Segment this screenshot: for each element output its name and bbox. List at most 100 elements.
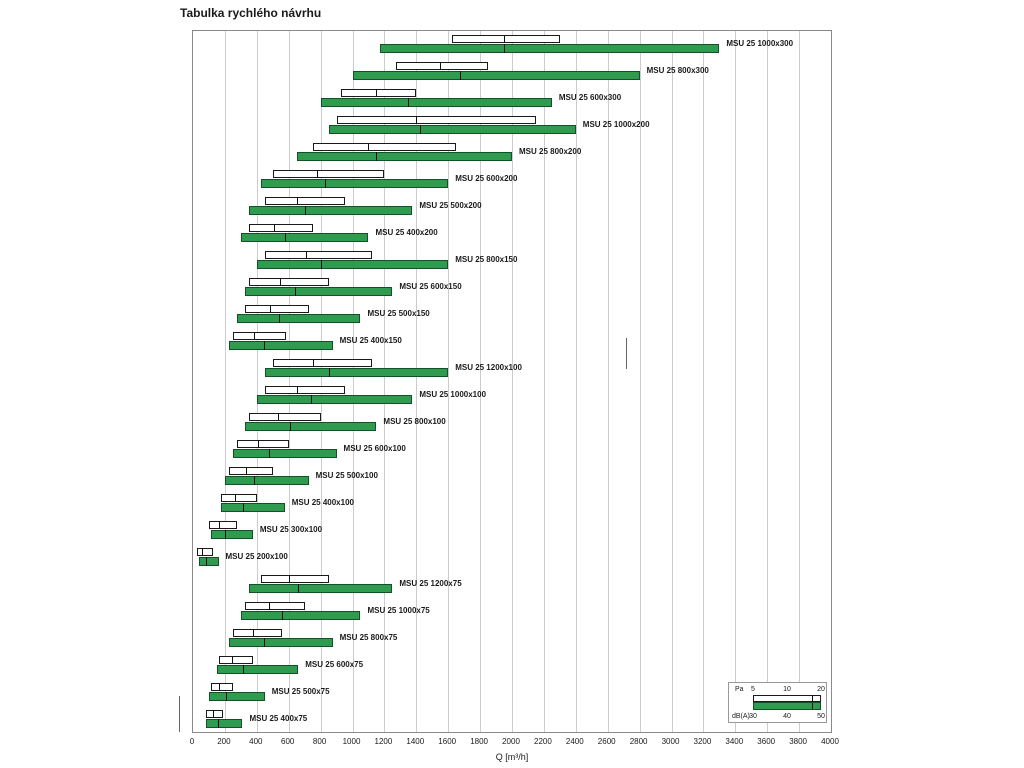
dba-mid-divider [460,71,462,80]
pa-mid-divider [219,683,221,691]
series-label: MSU 25 300x100 [259,525,323,534]
dba-range-bar [244,422,377,431]
series-label: MSU 25 800x200 [519,147,582,156]
series-label: MSU 25 800x100 [383,417,446,426]
legend-dba-label: dB(A) [732,713,750,720]
dba-range-bar [248,206,413,215]
x-tick-label: 4000 [821,737,839,746]
x-tick-label: 2000 [502,737,520,746]
pa-mid-divider [316,170,318,178]
series-label: MSU 25 800x75 [339,633,398,642]
pa-mid-divider [268,602,270,610]
dba-mid-divider [295,287,297,296]
dba-mid-divider [268,449,270,458]
gridline [799,31,801,732]
x-tick-label: 400 [249,737,263,746]
pa-range-bar [220,494,257,502]
gridline [575,31,577,732]
dba-range-bar [256,395,413,404]
pa-range-bar [272,359,373,367]
pa-mid-divider [274,224,276,232]
series-label: MSU 25 500x150 [367,309,430,318]
series-label: MSU 25 600x300 [558,93,622,102]
dba-mid-divider [324,179,326,188]
legend-pa-divider [812,696,813,701]
series-label: MSU 25 400x150 [339,336,402,345]
dba-mid-divider [284,233,286,242]
dba-mid-divider [217,719,219,728]
pa-range-bar [244,305,309,313]
dba-range-bar [210,530,253,539]
pa-range-bar [264,251,373,259]
gridline [735,31,737,732]
x-tick-label: 1200 [374,737,393,746]
pa-mid-divider [306,251,308,259]
pa-range-bar [336,116,536,124]
pa-range-bar [312,143,457,151]
x-tick-label: 2600 [597,737,616,746]
dba-range-bar [260,179,449,188]
dba-range-bar [232,449,337,458]
pa-mid-divider [416,116,418,124]
series-label: MSU 25 400x75 [249,714,308,723]
pa-range-bar [228,467,273,475]
chart-title: Tabulka rychlého návrhu [180,6,322,20]
dba-range-bar [228,341,333,350]
x-tick-label: 3400 [725,737,744,746]
legend-dba-divider [812,703,813,709]
pa-range-bar [196,548,213,556]
x-axis-ticks: 0 200 400 600 800 1000 1200 1400 1600 1800 2000 220… [189,737,839,747]
pa-mid-divider [219,521,221,529]
gridline [224,31,226,732]
series-label: MSU 25 600x150 [399,282,462,291]
dba-mid-divider [420,125,422,134]
pa-mid-divider [232,656,234,664]
dba-range-bar [208,692,265,701]
pa-mid-divider [252,629,254,637]
pa-range-bar [248,278,329,286]
series-label: MSU 25 500x75 [271,687,330,696]
x-tick-label: 0 [189,737,195,746]
pa-range-bar [264,197,345,205]
pa-mid-divider [288,575,290,583]
pa-mid-divider [270,305,272,313]
pa-mid-divider [296,197,298,205]
dba-range-bar [240,233,369,242]
x-tick-label: 3800 [789,737,807,746]
series-label: MSU 25 1000x200 [582,120,650,129]
gridline [384,31,386,732]
pa-range-bar [248,413,321,421]
dba-mid-divider [320,260,322,269]
dba-range-bar [224,476,309,485]
dba-mid-divider [243,503,245,512]
gridline [480,31,482,732]
pa-mid-divider [296,386,298,394]
stray-vertical-line [626,338,627,369]
series-label: MSU 25 1200x100 [455,363,522,372]
plot-area: MSU 25 1000x300 MSU 25 800x300 MSU 25 600x… [192,30,832,733]
dba-range-bar [244,287,393,296]
pa-range-bar [264,386,345,394]
x-tick-label: 1400 [406,737,425,746]
legend-pa-tick: 20 [817,686,825,693]
legend-pa-label: Pa [735,686,744,693]
dba-range-bar [380,44,720,53]
dba-range-bar [264,368,449,377]
x-tick-label: 600 [281,737,295,746]
x-tick-label: 3000 [661,737,680,746]
x-tick-label: 1800 [470,737,488,746]
gridline [703,31,705,732]
legend-dba-tick: 40 [783,713,791,720]
pa-range-bar [340,89,417,97]
pa-mid-divider [376,89,378,97]
pa-mid-divider [279,278,281,286]
dba-range-bar [216,665,299,674]
x-tick-label: 1000 [342,737,361,746]
dba-range-bar [199,557,219,566]
dba-mid-divider [311,395,313,404]
pa-mid-divider [440,62,442,70]
gridline [512,31,513,732]
dba-mid-divider [290,422,292,431]
series-label: MSU 25 800x300 [646,66,709,75]
pa-mid-divider [212,710,214,718]
